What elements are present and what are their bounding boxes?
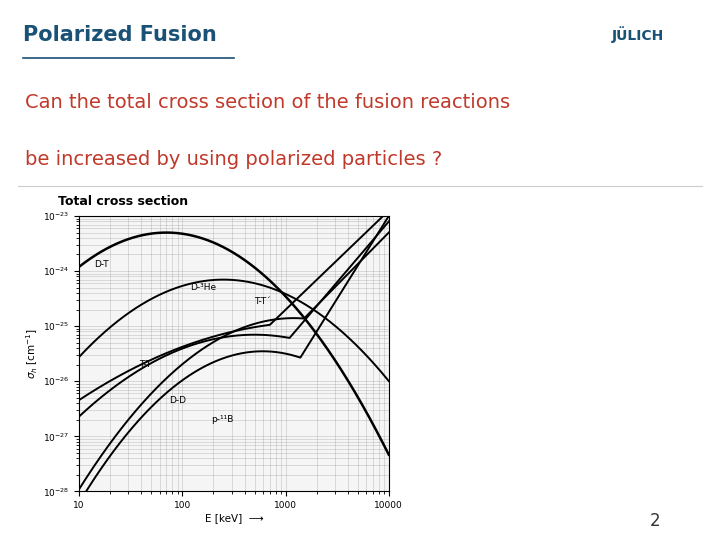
Text: be increased by using polarized particles ?: be increased by using polarized particle… (25, 150, 442, 169)
Text: 2: 2 (650, 512, 660, 530)
Text: D-D: D-D (169, 396, 186, 405)
Text: T-T: T-T (139, 360, 151, 369)
Text: Polarized Fusion: Polarized Fusion (23, 25, 217, 45)
X-axis label: E [keV]  ⟶: E [keV] ⟶ (204, 513, 264, 523)
Y-axis label: $\sigma_h$ [cm$^{-1}$]: $\sigma_h$ [cm$^{-1}$] (24, 328, 40, 379)
Text: p-¹¹B: p-¹¹B (211, 415, 233, 424)
Text: D-³He: D-³He (191, 283, 217, 292)
Text: Can the total cross section of the fusion reactions: Can the total cross section of the fusio… (25, 93, 510, 112)
Text: JÜLICH: JÜLICH (612, 26, 665, 44)
Text: T-T´: T-T´ (255, 297, 271, 306)
Text: D-T: D-T (94, 260, 109, 269)
Text: Total cross section: Total cross section (58, 194, 188, 208)
